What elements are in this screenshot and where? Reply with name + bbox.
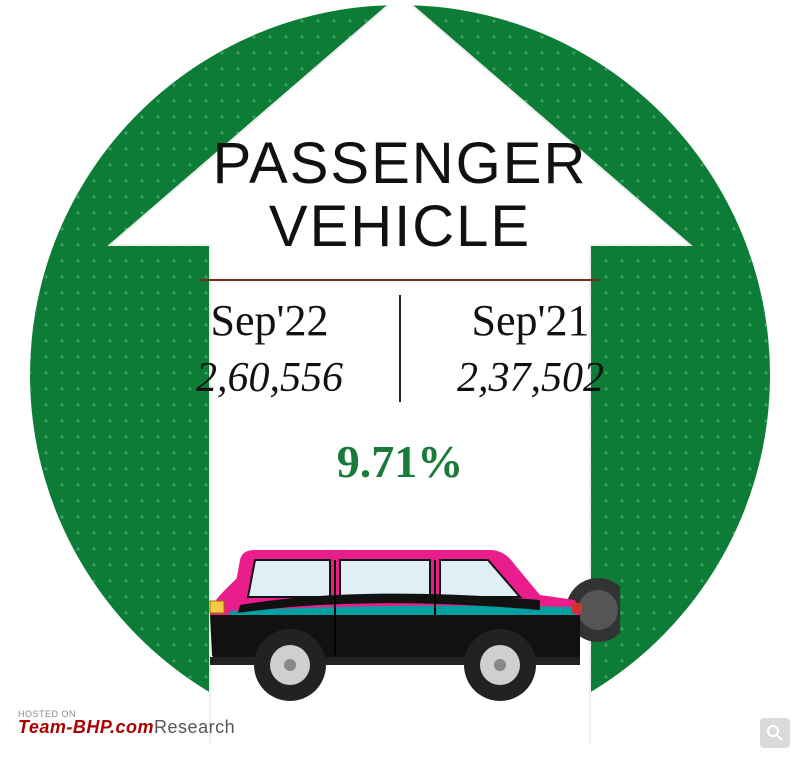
content-panel: PASSENGER VEHICLE Sep'22 2,60,556 Sep'21… <box>30 5 770 745</box>
current-period-label: Sep'22 <box>150 295 389 346</box>
car-illustration <box>180 515 620 715</box>
zoom-button[interactable] <box>760 718 790 748</box>
change-percent: 9.71% <box>30 435 770 488</box>
title-line-2: VEHICLE <box>269 194 531 259</box>
title-line-1: PASSENGER <box>213 131 588 196</box>
previous-column: Sep'21 2,37,502 <box>401 295 660 402</box>
title: PASSENGER VEHICLE <box>30 133 770 258</box>
suv-icon <box>180 515 620 715</box>
infographic-stage: PASSENGER VEHICLE Sep'22 2,60,556 Sep'21… <box>0 0 800 758</box>
watermark: HOSTED ON Team-BHP.comResearch <box>18 709 235 738</box>
data-columns: Sep'22 2,60,556 Sep'21 2,37,502 <box>140 295 660 402</box>
current-value: 2,60,556 <box>150 354 389 402</box>
magnifier-icon <box>766 724 784 742</box>
current-column: Sep'22 2,60,556 <box>140 295 401 402</box>
watermark-brand: Team-BHP.com <box>18 717 154 737</box>
previous-period-label: Sep'21 <box>411 295 650 346</box>
title-divider <box>200 279 600 281</box>
watermark-text: Research <box>154 717 235 737</box>
previous-value: 2,37,502 <box>411 354 650 402</box>
